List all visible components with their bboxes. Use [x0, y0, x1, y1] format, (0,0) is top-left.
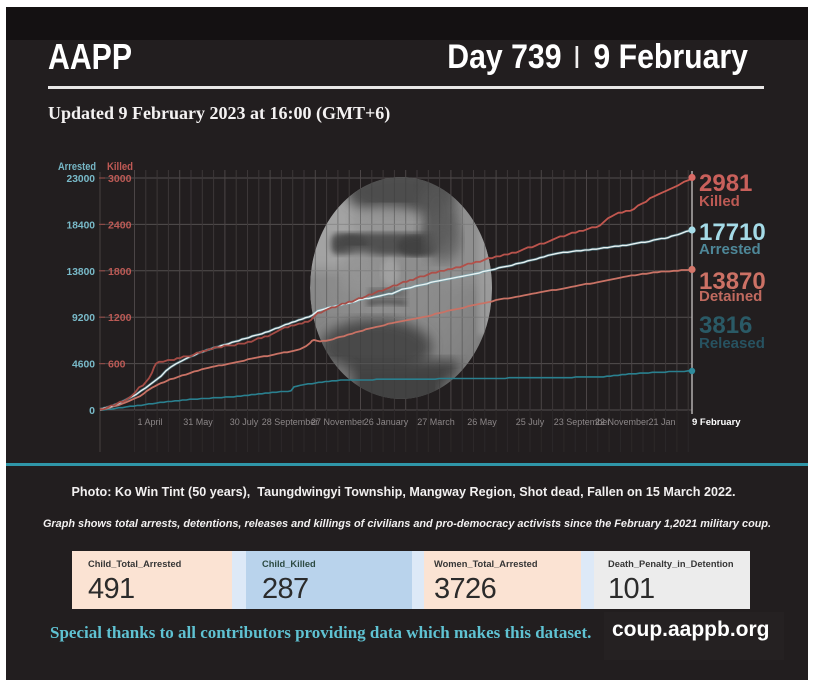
svg-text:Killed: Killed	[107, 161, 133, 173]
svg-text:1 April: 1 April	[137, 417, 162, 427]
svg-text:26 January: 26 January	[364, 417, 409, 427]
svg-text:23 September: 23 September	[554, 417, 611, 427]
svg-text:600: 600	[108, 359, 126, 371]
svg-text:26 May: 26 May	[467, 417, 497, 427]
svg-text:30 July: 30 July	[230, 417, 259, 427]
svg-text:31 May: 31 May	[183, 417, 213, 427]
svg-text:0: 0	[89, 405, 95, 417]
svg-text:1800: 1800	[108, 266, 132, 278]
svg-text:13800: 13800	[67, 266, 96, 278]
svg-text:1200: 1200	[108, 312, 132, 324]
svg-text:4600: 4600	[72, 359, 95, 371]
svg-text:27 November: 27 November	[311, 417, 365, 427]
svg-text:18400: 18400	[67, 219, 96, 231]
svg-text:Arrested: Arrested	[58, 161, 96, 173]
svg-text:21 Jan: 21 Jan	[648, 417, 675, 427]
svg-text:27 March: 27 March	[417, 417, 455, 427]
svg-text:22 November: 22 November	[595, 417, 649, 427]
svg-text:2400: 2400	[108, 219, 132, 231]
svg-text:28 September: 28 September	[262, 417, 319, 427]
svg-text:3000: 3000	[108, 173, 132, 185]
svg-text:9 February: 9 February	[692, 417, 741, 428]
svg-text:23000: 23000	[67, 173, 96, 185]
svg-text:9200: 9200	[72, 312, 95, 324]
svg-text:25 July: 25 July	[516, 417, 545, 427]
